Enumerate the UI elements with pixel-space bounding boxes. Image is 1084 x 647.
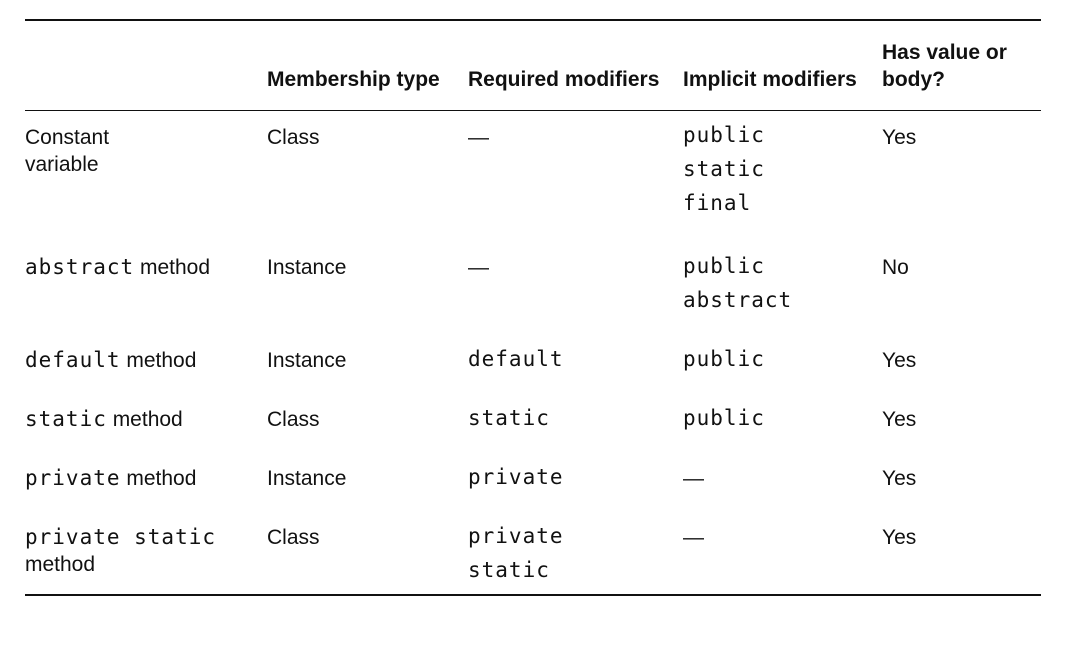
header-row: Membership type Required modifiers Impli… (25, 20, 1041, 111)
table-row: abstract method Instance — public abstra… (25, 242, 1041, 335)
membership-cell: Instance (267, 242, 468, 335)
implicit-modifier: abstract (683, 283, 882, 317)
table-row: Constant variable Class — public static … (25, 111, 1041, 243)
has-value-cell: Yes (882, 394, 1041, 453)
header-member (25, 20, 267, 111)
has-value-cell: Yes (882, 111, 1041, 243)
header-membership-type: Membership type (267, 20, 468, 111)
has-value-cell: Yes (882, 512, 1041, 595)
table-row: private static method Class private stati… (25, 512, 1041, 595)
implicit-modifier: — (683, 524, 704, 551)
required-modifier: private (468, 460, 683, 494)
member-name-code: private static (25, 524, 267, 551)
header-required-modifiers: Required modifiers (468, 20, 683, 111)
required-modifier: private (468, 519, 683, 553)
member-name-cell: abstract method (25, 242, 267, 335)
member-name-code: private (25, 466, 121, 490)
table-row: default method Instance default public Y… (25, 335, 1041, 394)
required-modifier: — (468, 254, 489, 281)
required-modifiers-cell: default (468, 335, 683, 394)
member-name-code: static (25, 407, 107, 431)
implicit-modifiers-cell: — (683, 453, 882, 512)
member-name-cell: private method (25, 453, 267, 512)
member-name-cell: default method (25, 335, 267, 394)
header-has-value-text: Has value or body? (882, 41, 1007, 91)
member-name-text: Constant variable (25, 126, 109, 176)
has-value-cell: No (882, 242, 1041, 335)
implicit-modifier: final (683, 186, 882, 220)
membership-cell: Instance (267, 453, 468, 512)
implicit-modifiers-cell: public abstract (683, 242, 882, 335)
has-value-cell: Yes (882, 335, 1041, 394)
membership-cell: Class (267, 394, 468, 453)
required-modifier: static (468, 553, 683, 587)
interface-members-table-container: Membership type Required modifiers Impli… (25, 19, 1041, 596)
required-modifier: static (468, 401, 683, 435)
membership-cell: Instance (267, 335, 468, 394)
member-name-code: abstract (25, 255, 134, 279)
member-name-cell: Constant variable (25, 111, 267, 243)
implicit-modifiers-cell: public (683, 335, 882, 394)
membership-cell: Class (267, 512, 468, 595)
implicit-modifier: static (683, 152, 882, 186)
required-modifiers-cell: static (468, 394, 683, 453)
table-row: static method Class static public Yes (25, 394, 1041, 453)
implicit-modifier: public (683, 401, 882, 435)
header-implicit-modifiers: Implicit modifiers (683, 20, 882, 111)
header-has-value-or-body: Has value or body? (882, 20, 1041, 111)
required-modifiers-cell: — (468, 242, 683, 335)
table-body: Constant variable Class — public static … (25, 111, 1041, 596)
interface-members-table: Membership type Required modifiers Impli… (25, 19, 1041, 596)
required-modifier: — (468, 124, 489, 151)
required-modifiers-cell: private static (468, 512, 683, 595)
member-name-text: method (25, 551, 267, 578)
implicit-modifier: — (683, 465, 704, 492)
member-name-cell: static method (25, 394, 267, 453)
table-row: private method Instance private — Yes (25, 453, 1041, 512)
required-modifiers-cell: private (468, 453, 683, 512)
member-name-code: default (25, 348, 121, 372)
member-name-text: method (134, 256, 210, 279)
implicit-modifier: public (683, 118, 882, 152)
member-name-text: method (107, 408, 183, 431)
required-modifier: default (468, 342, 683, 376)
membership-cell: Class (267, 111, 468, 243)
has-value-cell: Yes (882, 453, 1041, 512)
required-modifiers-cell: — (468, 111, 683, 243)
implicit-modifiers-cell: — (683, 512, 882, 595)
member-name-text: method (121, 467, 197, 490)
implicit-modifiers-cell: public static final (683, 111, 882, 243)
member-name-text: method (121, 349, 197, 372)
implicit-modifiers-cell: public (683, 394, 882, 453)
table-header: Membership type Required modifiers Impli… (25, 20, 1041, 111)
implicit-modifier: public (683, 249, 882, 283)
implicit-modifier: public (683, 342, 882, 376)
member-name-cell: private static method (25, 512, 267, 595)
